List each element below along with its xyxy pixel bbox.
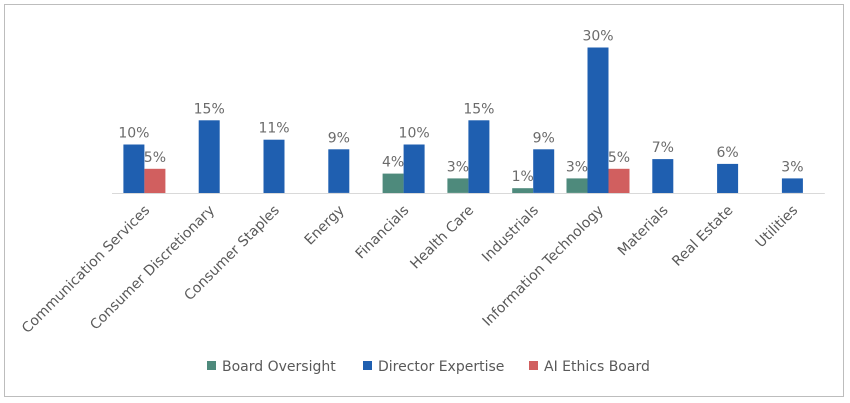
value-label: 10%	[118, 126, 149, 142]
category-label: Health Care	[407, 203, 477, 273]
category-label: Consumer Discretionary	[87, 203, 218, 334]
category-label: Information Technology	[480, 203, 607, 330]
bar-ai-ethics-board-communication-services	[144, 168, 166, 194]
value-label: 30%	[582, 29, 613, 45]
bars-group	[123, 47, 803, 194]
bar-director-expertise-consumer-staples	[263, 139, 285, 193]
bar-director-expertise-consumer-discretionary	[198, 120, 220, 194]
value-label: 3%	[566, 159, 588, 175]
category-label: Real Estate	[669, 203, 736, 270]
bar-board-oversight-health-care	[447, 178, 469, 193]
category-label: Utilities	[753, 203, 802, 252]
bar-director-expertise-financials	[403, 144, 425, 193]
value-label: 3%	[781, 159, 803, 175]
bar-ai-ethics-board-information-technology	[608, 168, 630, 194]
category-label: Energy	[302, 203, 348, 249]
value-labels-group: 10% 5% 15% 11% 9% 4% 10% 3% 15% 1% 9% 3% 30% 5% 7% 6% 3%	[118, 29, 803, 186]
chart-frame	[4, 4, 844, 397]
bar-director-expertise-real-estate	[717, 163, 739, 193]
value-label: 3%	[447, 159, 469, 175]
legend-swatch	[207, 361, 216, 370]
category-label: Communication Services	[19, 203, 153, 337]
bar-board-oversight-financials	[382, 173, 404, 193]
value-label: 11%	[258, 121, 289, 137]
value-label: 9%	[328, 130, 350, 146]
bar-board-oversight-industrials	[512, 188, 534, 193]
category-label: Materials	[615, 203, 672, 260]
value-label: 4%	[382, 155, 404, 171]
category-label: Industrials	[479, 203, 542, 266]
bar-director-expertise-materials	[652, 159, 674, 193]
bar-director-expertise-industrials	[533, 149, 555, 193]
bar-director-expertise-communication-services	[123, 144, 145, 193]
legend-swatch	[529, 361, 538, 370]
value-label: 15%	[194, 101, 225, 117]
value-label: 10%	[399, 126, 430, 142]
value-label: 15%	[463, 101, 494, 117]
legend: Board Oversight Director Expertise AI Ethi…	[207, 359, 650, 375]
value-label: 1%	[512, 169, 534, 185]
value-label: 9%	[533, 130, 555, 146]
value-label: 5%	[144, 150, 166, 166]
value-label: 6%	[716, 145, 738, 161]
category-label: Financials	[353, 203, 413, 263]
value-label: 5%	[608, 150, 630, 166]
value-label: 7%	[652, 140, 674, 156]
legend-swatch	[363, 361, 372, 370]
legend-label: Board Oversight	[222, 359, 336, 375]
bar-director-expertise-utilities	[781, 178, 803, 193]
bar-director-expertise-information-technology	[587, 47, 609, 193]
legend-label: Director Expertise	[378, 359, 504, 375]
bar-director-expertise-health-care	[468, 120, 490, 194]
bar-board-oversight-information-technology	[566, 178, 588, 193]
bar-director-expertise-energy	[328, 149, 350, 193]
legend-label: AI Ethics Board	[544, 359, 650, 375]
